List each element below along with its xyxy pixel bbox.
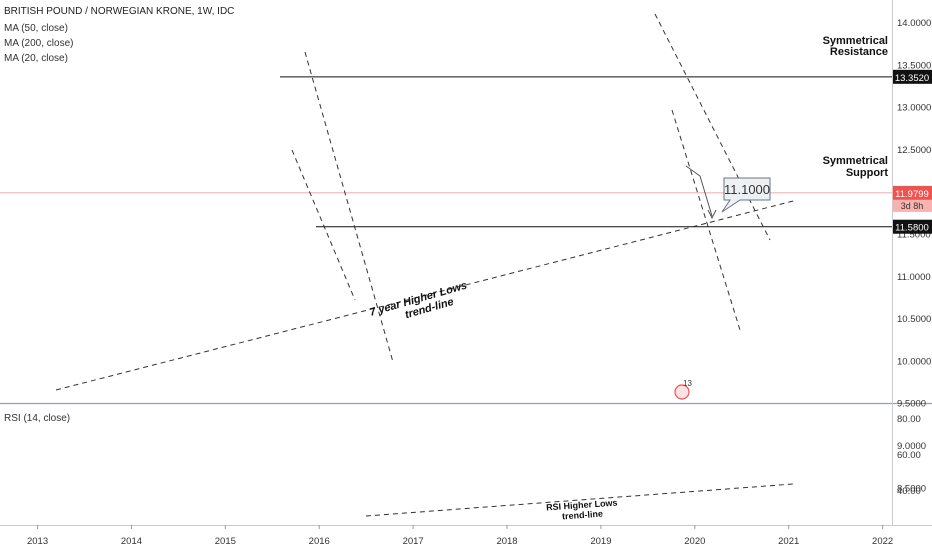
price-tick-label: 8.5000	[897, 483, 926, 494]
price-tick-label: 10.0000	[897, 356, 931, 367]
chart-symbol-title: BRITISH POUND / NORWEGIAN KRONE, 1W, IDC	[4, 6, 234, 17]
rsi-tick-label: 80.00	[897, 414, 921, 425]
time-tick-label: 2022	[872, 536, 893, 547]
resistance-badge: 13.3520	[895, 73, 929, 84]
resistance-badge-bg	[893, 69, 932, 84]
down-channel-lower	[291, 149, 356, 301]
support-badge-bg	[893, 219, 932, 234]
last-price-badge: 11.9799	[895, 189, 929, 200]
rsi-trend-label-line2: trend-line	[562, 509, 604, 522]
time-tick-label: 2021	[778, 536, 799, 547]
last-price-badge-bg	[893, 185, 932, 200]
price-tick-label: 11.0000	[897, 272, 931, 283]
price-tick-label: 13.5000	[897, 60, 931, 71]
target-callout-label: 11.1000	[724, 182, 770, 197]
price-tick-label: 14.0000	[897, 18, 931, 29]
resistance-label-line2: Resistance	[830, 46, 888, 58]
study-legend-item: MA (20, close)	[4, 53, 68, 64]
rsi-tick-label: 40.00	[897, 486, 921, 497]
resistance-label-line1: Symmetrical	[823, 35, 888, 47]
time-tick-label: 2014	[121, 536, 142, 547]
time-tick-label: 2020	[684, 536, 705, 547]
time-tick-label: 2016	[309, 536, 330, 547]
price-tick-label: 9.0000	[897, 441, 926, 452]
countdown-badge-bg	[893, 199, 932, 212]
new-channel-upper	[654, 13, 771, 241]
event-badge-icon	[674, 384, 690, 400]
event-badge-count: 13	[683, 379, 692, 388]
rsi-trend-label-line1: RSI Higher Lows	[546, 498, 618, 513]
study-legend-item: MA (200, close)	[4, 38, 73, 49]
projection-arrowhead	[707, 209, 717, 220]
price-tick-label: 9.5000	[897, 399, 926, 410]
support-label-line1: Symmetrical	[823, 155, 888, 167]
rsi-legend: RSI (14, close)	[4, 413, 70, 424]
annotation-layer: 11.1000SymmetricalResistanceSymmetricalS…	[0, 6, 892, 522]
time-tick-label: 2017	[403, 536, 424, 547]
new-channel-lower	[671, 109, 741, 331]
price-tick-label: 10.5000	[897, 314, 931, 325]
time-tick-label: 2018	[496, 536, 517, 547]
support-label-line2: Support	[846, 167, 888, 179]
target-callout-box	[721, 177, 771, 213]
higher-lows-trendline	[55, 199, 798, 391]
study-legend-item: MA (50, close)	[4, 23, 68, 34]
time-tick-label: 2019	[590, 536, 611, 547]
time-tick-label: 2015	[215, 536, 236, 547]
projection-arrow	[685, 165, 713, 217]
countdown-badge: 3d 8h	[901, 201, 924, 211]
price-tick-label: 12.5000	[897, 145, 931, 156]
time-tick-label: 2013	[27, 536, 48, 547]
support-badge: 11.5800	[895, 223, 929, 234]
rsi-tick-label: 60.00	[897, 450, 921, 461]
price-tick-label: 13.0000	[897, 103, 931, 114]
price-tick-label: 11.5000	[897, 230, 931, 241]
